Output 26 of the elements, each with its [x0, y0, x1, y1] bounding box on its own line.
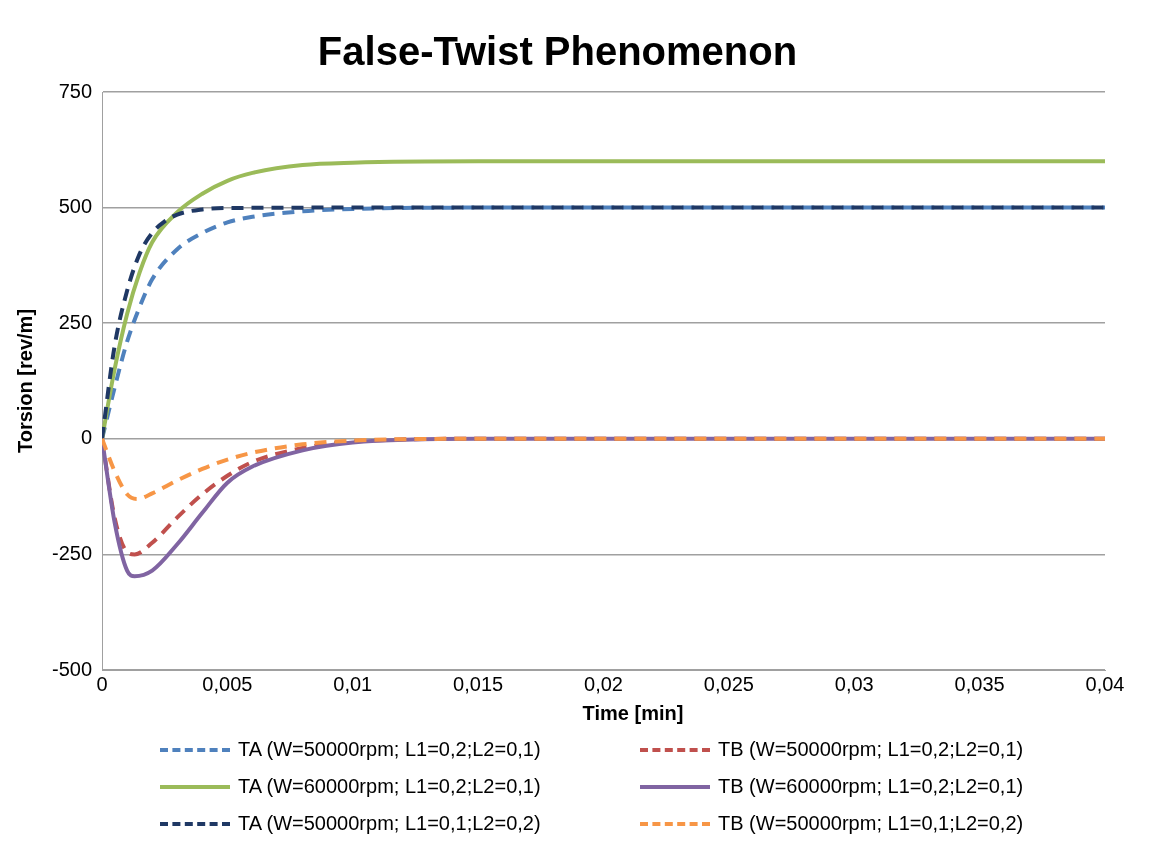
line-series [102, 205, 1105, 441]
legend-label: TB (W=50000rpm; L1=0,2;L2=0,1) [718, 738, 1024, 761]
x-tick-label: 0,035 [954, 672, 1005, 695]
legend-label: TA (W=50000rpm; L1=0,1;L2=0,2) [238, 812, 541, 835]
y-tick-label: 250 [58, 310, 93, 333]
x-tick-label: 0 [96, 672, 108, 695]
y-axis-title: Torsion [rev/m] [13, 308, 36, 454]
x-tick-label: 0,01 [333, 672, 373, 695]
legend-label: TB (W=60000rpm; L1=0,2;L2=0,1) [718, 775, 1024, 798]
line-series [102, 436, 1105, 501]
y-tick-label: 750 [58, 79, 93, 102]
x-tick-label: 0,04 [1085, 672, 1125, 695]
legend-label: TA (W=50000rpm; L1=0,2;L2=0,1) [238, 738, 541, 761]
x-tick-label: 0,015 [453, 672, 504, 695]
x-tick-label: 0,025 [703, 672, 754, 695]
y-tick-label: -250 [52, 541, 93, 564]
y-tick-label: 0 [80, 426, 93, 449]
chart-title: False-Twist Phenomenon [317, 29, 798, 74]
legend-label: TB (W=50000rpm; L1=0,1;L2=0,2) [718, 812, 1024, 835]
x-tick-label: 0,03 [834, 672, 874, 695]
x-axis-title: Time [min] [581, 702, 685, 725]
y-tick-label: 500 [58, 195, 93, 218]
x-tick-label: 0,02 [584, 672, 623, 695]
legend-label: TA (W=60000rpm; L1=0,2;L2=0,1) [238, 775, 541, 798]
x-tick-label: 0,005 [202, 672, 253, 695]
y-tick-label: -500 [52, 657, 93, 680]
